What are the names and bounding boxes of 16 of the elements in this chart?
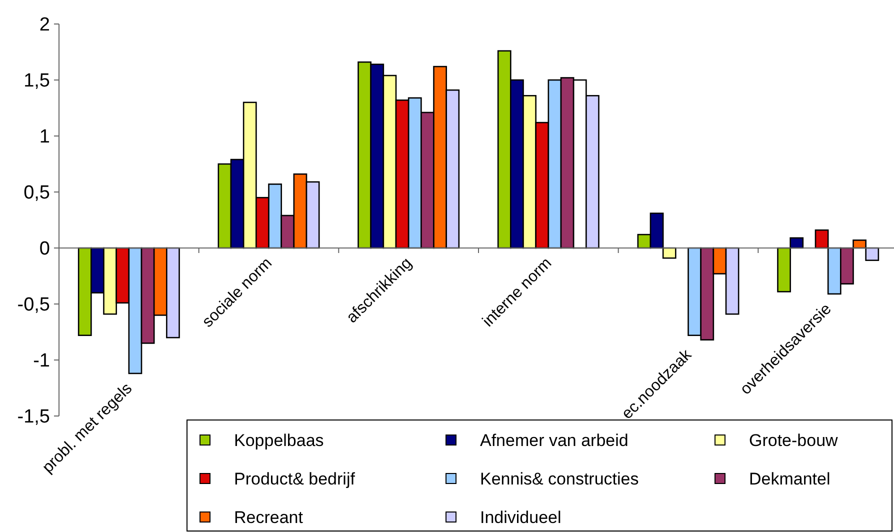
y-tick-label: 1 xyxy=(39,126,50,148)
legend-label: Afnemer van arbeid xyxy=(480,430,628,450)
legend-label: Grote-bouw xyxy=(749,430,839,450)
y-tick-label: 0,5 xyxy=(24,182,50,204)
y-tick-label: 0 xyxy=(39,238,50,260)
legend-label: Dekmantel xyxy=(749,469,830,488)
legend-label: Recreant xyxy=(234,508,304,527)
legend-label: Kennis& constructies xyxy=(480,469,639,488)
legend-label: Koppelbaas xyxy=(234,430,324,450)
legend-label: Product& bedrijf xyxy=(234,469,356,488)
y-tick-label: -1 xyxy=(33,350,50,372)
legend-label: Individueel xyxy=(480,508,562,527)
y-tick-label: 1,5 xyxy=(24,70,50,92)
y-tick-label: -0,5 xyxy=(17,294,50,316)
y-tick-label: 2 xyxy=(39,14,50,36)
y-tick-label: -1,5 xyxy=(17,406,50,428)
